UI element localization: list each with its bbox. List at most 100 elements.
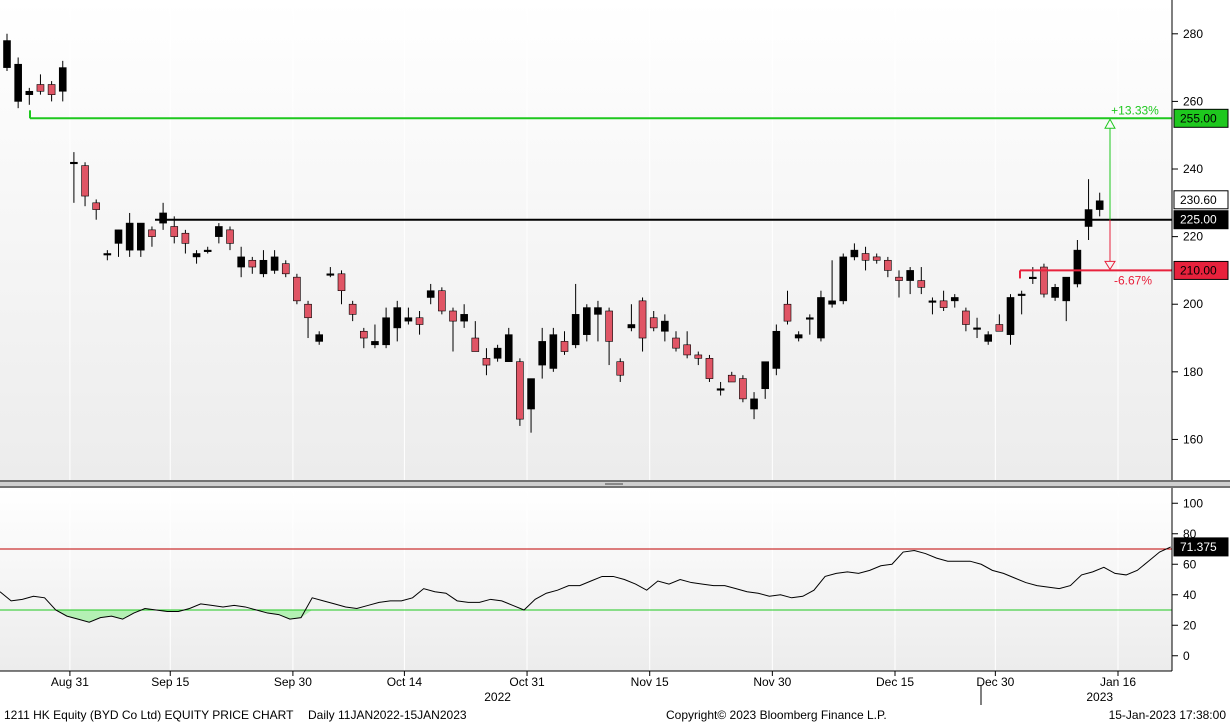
candle (1006, 294, 1015, 345)
candle-body (605, 310, 613, 342)
candle-body (181, 232, 190, 244)
candle-body (337, 273, 346, 292)
candle (538, 327, 547, 379)
date-tick-label: Nov 30 (753, 675, 791, 689)
candle (516, 358, 524, 426)
candle-body (906, 270, 914, 281)
candle (884, 256, 892, 278)
indicator-tick-label: 40 (1183, 588, 1197, 602)
chart-period: Daily 11JAN2022-15JAN2023 (308, 708, 467, 722)
candle (794, 331, 803, 342)
candle-body (137, 222, 145, 251)
candle-body (159, 212, 167, 224)
indicator-last-text: 71.375 (1180, 540, 1217, 554)
candle-body (560, 341, 569, 352)
candle (727, 371, 736, 383)
candle-body (304, 303, 312, 319)
candle (438, 287, 446, 315)
candle (215, 223, 223, 244)
candle-body (25, 90, 34, 95)
candle-body (783, 303, 792, 322)
candle (1073, 240, 1082, 288)
candle-body (14, 63, 22, 102)
candle (605, 307, 613, 366)
candle (750, 392, 758, 420)
candle-body (47, 84, 56, 95)
candle (928, 297, 937, 315)
candle-body (772, 330, 781, 369)
year-label: 2023 (1086, 690, 1113, 704)
candle (560, 331, 569, 355)
candle (939, 290, 948, 311)
candle (471, 321, 480, 352)
price-tick-label: 240 (1183, 162, 1203, 176)
candle-body (616, 361, 625, 376)
candle-body (571, 314, 580, 346)
candle-body (493, 347, 502, 359)
candle-body (438, 290, 446, 312)
candle (504, 327, 513, 362)
candle (248, 256, 257, 274)
candle (549, 327, 558, 372)
candle-body (917, 280, 926, 288)
indicator-last-box (1173, 537, 1229, 557)
candle (493, 344, 502, 362)
candle (649, 310, 658, 332)
candle-body (805, 317, 814, 320)
candle-body (962, 310, 970, 325)
candle-body (1095, 200, 1104, 210)
candle (839, 253, 848, 305)
candle-body (348, 303, 357, 315)
upper-target-tag: 255.00 (1173, 108, 1229, 128)
candle-body (582, 307, 591, 335)
price-tick-label: 200 (1183, 297, 1203, 311)
candle (739, 375, 747, 403)
candle (817, 290, 825, 342)
candle-body (259, 259, 268, 275)
date-tick-label: Sep 15 (151, 675, 189, 689)
date-tick-label: Dec 30 (976, 675, 1014, 689)
indicator-tick-label: 100 (1183, 496, 1203, 510)
candle-body (594, 307, 602, 315)
candle (170, 216, 179, 244)
date-tick-label: Dec 15 (876, 675, 914, 689)
candle (359, 327, 368, 349)
candle-body (3, 40, 11, 68)
candle-body (995, 324, 1004, 332)
candle-body (393, 307, 402, 329)
candle (281, 260, 290, 278)
candle-body (226, 229, 234, 244)
last-price-tag-text: 230.60 (1180, 193, 1217, 207)
candle (1062, 276, 1071, 322)
candle (371, 324, 379, 349)
candle-body (1073, 249, 1082, 285)
candle-body (527, 378, 535, 410)
candle (616, 358, 625, 382)
reference-tag-text: 225.00 (1180, 213, 1217, 227)
date-tick-label: Aug 31 (51, 675, 89, 689)
candle-body (81, 165, 89, 197)
candle-body (293, 276, 301, 302)
indicator-panel-bg (0, 488, 1172, 671)
candle-body (504, 334, 513, 362)
indicator-tick-label: 20 (1183, 618, 1197, 632)
candle-body (750, 398, 758, 410)
indicator-tick-label: 80 (1183, 527, 1197, 541)
indicator-line (0, 546, 1171, 623)
candle-body (148, 229, 156, 237)
candle (783, 290, 792, 325)
candle (137, 222, 145, 257)
upside-pct-label: +13.33% (1111, 103, 1159, 117)
candle (393, 300, 402, 342)
candle-body (950, 297, 959, 302)
candle-body (36, 84, 45, 92)
candle-body (125, 222, 134, 251)
candle-body (482, 358, 491, 366)
candle-body (683, 344, 691, 356)
candle-body (538, 341, 547, 366)
candle (58, 60, 67, 102)
price-tick-label: 280 (1183, 27, 1203, 41)
candle-body (382, 317, 390, 346)
candle-body (471, 337, 480, 352)
candle-body (716, 388, 725, 391)
